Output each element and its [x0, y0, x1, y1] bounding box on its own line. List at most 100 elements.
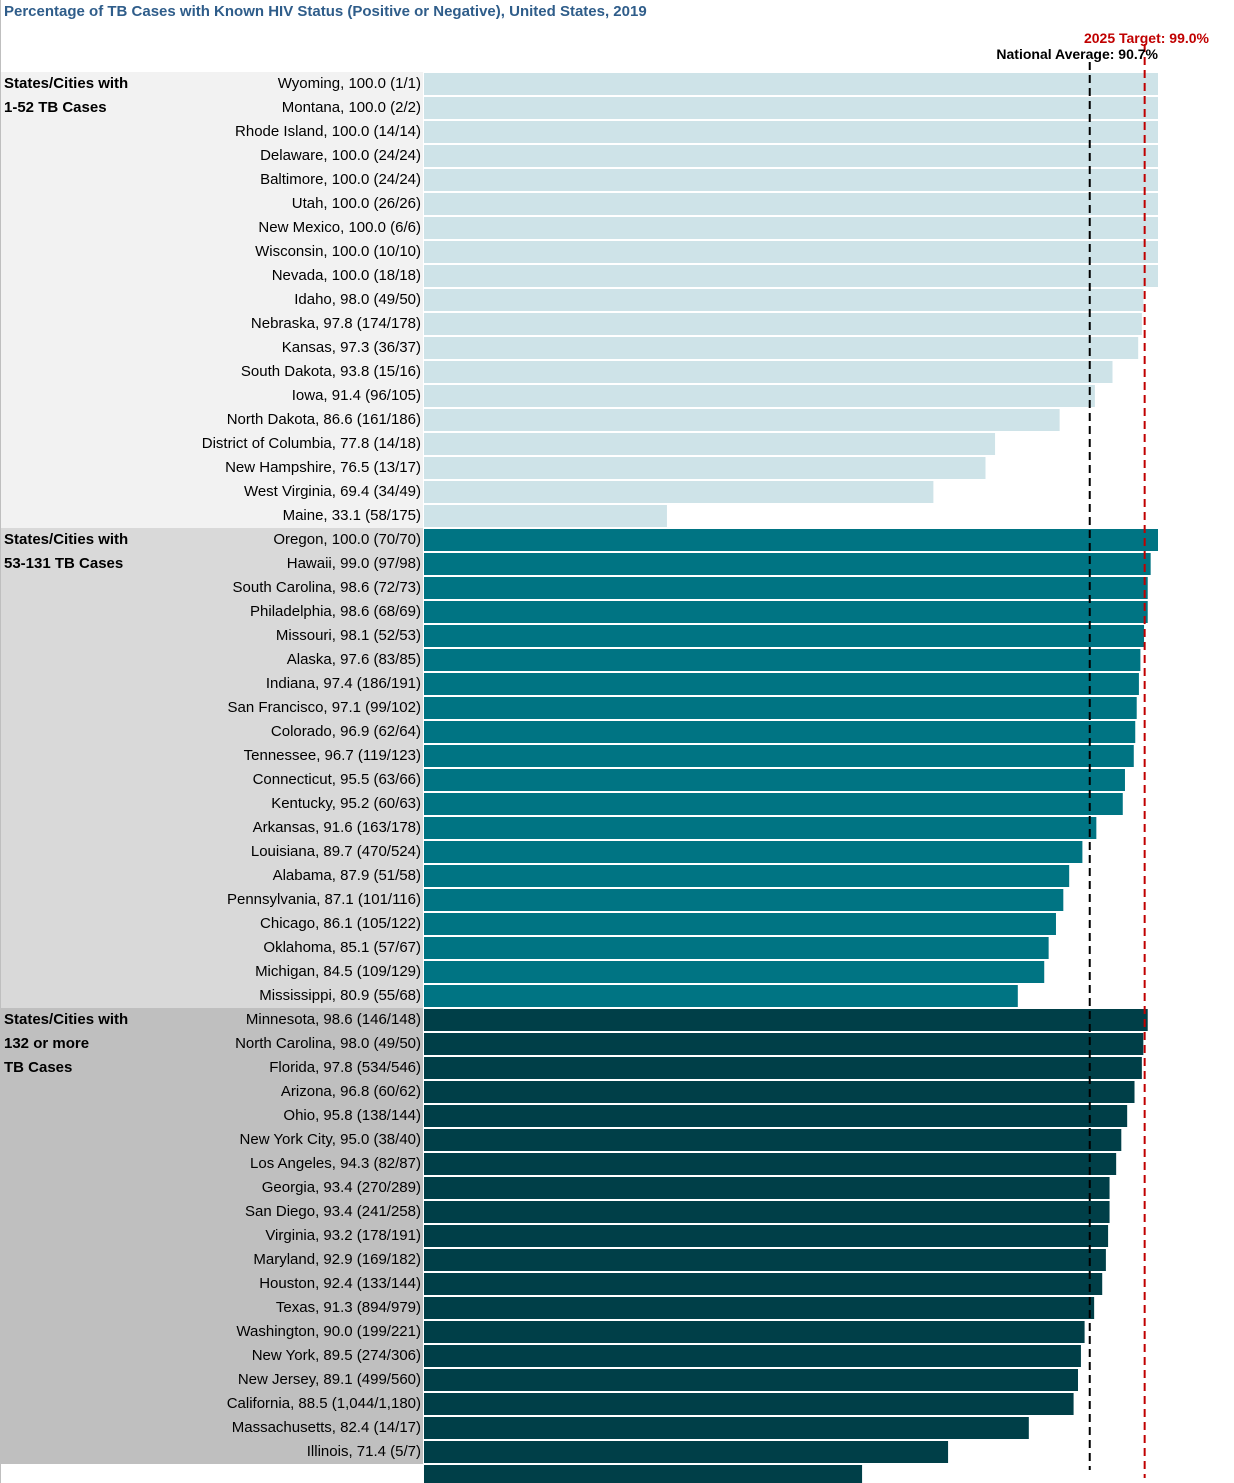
- bar: [424, 1225, 1109, 1247]
- bar-label: Wisconsin, 100.0 (10/10): [255, 243, 421, 260]
- bar: [424, 1273, 1103, 1295]
- bar-label: New Jersey, 89.1 (499/560): [238, 1371, 421, 1388]
- bar-label: Iowa, 91.4 (96/105): [292, 387, 421, 404]
- bar-label: Illinois, 71.4 (5/7): [307, 1443, 421, 1460]
- bar: [424, 601, 1148, 623]
- bar: [424, 1321, 1085, 1343]
- bar-label: Missouri, 98.1 (52/53): [276, 627, 421, 644]
- bar: [424, 937, 1049, 959]
- bar: [424, 529, 1158, 551]
- bar: [424, 577, 1148, 599]
- bar-label: Mississippi, 80.9 (55/68): [259, 987, 421, 1004]
- bar: [424, 889, 1064, 911]
- bar: [424, 1249, 1106, 1271]
- group-large-band: [0, 1008, 423, 1464]
- bar-label: North Carolina, 98.0 (49/50): [235, 1035, 421, 1052]
- bar: [424, 169, 1158, 191]
- bar-label: Alaska, 97.6 (83/85): [287, 651, 421, 668]
- bar: [424, 1465, 863, 1483]
- bar-label: Alabama, 87.9 (51/58): [273, 867, 421, 884]
- bar-label: Wyoming, 100.0 (1/1): [278, 75, 421, 92]
- bar: [424, 1417, 1029, 1439]
- bar-label: Minnesota, 98.6 (146/148): [246, 1011, 421, 1028]
- bar: [424, 625, 1145, 647]
- bar: [424, 721, 1136, 743]
- bar: [424, 337, 1139, 359]
- bar-labels: States/Cities with 1-52 TB Cases Wyoming, …: [4, 75, 421, 1460]
- bars: [424, 73, 1158, 1483]
- bar-label: Virginia, 93.2 (178/191): [265, 1227, 421, 1244]
- group-large-label: 132 or more: [4, 1035, 89, 1052]
- group-medium-label: States/Cities with: [4, 531, 128, 548]
- bar-label: California, 88.5 (1,044/1,180): [227, 1395, 421, 1412]
- chart-title: Percentage of TB Cases with Known HIV St…: [4, 3, 647, 20]
- bar: [424, 1057, 1142, 1079]
- bar-label: San Diego, 93.4 (241/258): [245, 1203, 421, 1220]
- group-large-label: TB Cases: [4, 1059, 72, 1076]
- bar-label: Ohio, 95.8 (138/144): [283, 1107, 421, 1124]
- bar-label: West Virginia, 69.4 (34/49): [244, 483, 421, 500]
- bar: [424, 673, 1139, 695]
- bar-label: Philadelphia, 98.6 (68/69): [250, 603, 421, 620]
- bar-label: Los Angeles, 94.3 (82/87): [250, 1155, 421, 1172]
- bar-label: Washington, 90.0 (199/221): [236, 1323, 421, 1340]
- bar: [424, 649, 1141, 671]
- bar-label: South Dakota, 93.8 (15/16): [241, 363, 421, 380]
- bar-label: Maine, 33.1 (58/175): [283, 507, 421, 524]
- bar-label: Oregon, 100.0 (70/70): [273, 531, 421, 548]
- bar-label: Indiana, 97.4 (186/191): [266, 675, 421, 692]
- bar: [424, 1201, 1110, 1223]
- bar: [424, 97, 1158, 119]
- bar: [424, 1153, 1117, 1175]
- group-small-label: 1-52 TB Cases: [4, 99, 107, 116]
- bar: [424, 817, 1097, 839]
- bar: [424, 121, 1158, 143]
- bar-label: Georgia, 93.4 (270/289): [262, 1179, 421, 1196]
- bar-label: New York, 89.5 (274/306): [252, 1347, 421, 1364]
- bar: [424, 145, 1158, 167]
- bar: [424, 1369, 1078, 1391]
- bar: [424, 985, 1018, 1007]
- bar: [424, 505, 667, 527]
- average-label: National Average: 90.7%: [996, 46, 1158, 62]
- group-medium-band: [0, 528, 423, 1008]
- bar: [424, 409, 1060, 431]
- bar-label: Baltimore, 100.0 (24/24): [260, 171, 421, 188]
- bar: [424, 433, 996, 455]
- bar: [424, 1393, 1074, 1415]
- bar: [424, 1033, 1144, 1055]
- bar-label: North Dakota, 86.6 (161/186): [227, 411, 421, 428]
- bar-label: Nebraska, 97.8 (174/178): [251, 315, 421, 332]
- bar-label: New Mexico, 100.0 (6/6): [258, 219, 421, 236]
- bar-label: District of Columbia, 77.8 (14/18): [202, 435, 421, 452]
- bar: [424, 385, 1095, 407]
- bar-label: Utah, 100.0 (26/26): [292, 195, 421, 212]
- bar: [424, 961, 1045, 983]
- bar-label: Pennsylvania, 87.1 (101/116): [227, 891, 421, 908]
- bar: [424, 289, 1144, 311]
- bar: [424, 457, 986, 479]
- bar: [424, 1177, 1110, 1199]
- bar: [424, 1297, 1095, 1319]
- bar-label: Kansas, 97.3 (36/37): [282, 339, 421, 356]
- bar: [424, 697, 1137, 719]
- bar-label: Louisiana, 89.7 (470/524): [251, 843, 421, 860]
- bar-label: Michigan, 84.5 (109/129): [255, 963, 421, 980]
- bar-label: Colorado, 96.9 (62/64): [271, 723, 421, 740]
- bar: [424, 193, 1158, 215]
- bar: [424, 1129, 1122, 1151]
- bar-label: New York City, 95.0 (38/40): [240, 1131, 421, 1148]
- bar: [424, 1105, 1128, 1127]
- bar-label: Kentucky, 95.2 (60/63): [271, 795, 421, 812]
- bar: [424, 913, 1056, 935]
- bar-label: Idaho, 98.0 (49/50): [294, 291, 421, 308]
- bar-label: Florida, 97.8 (534/546): [269, 1059, 421, 1076]
- bar-label: Nevada, 100.0 (18/18): [272, 267, 421, 284]
- bar-label: Houston, 92.4 (133/144): [259, 1275, 421, 1292]
- group-small-label: States/Cities with: [4, 75, 128, 92]
- bar-label: Rhode Island, 100.0 (14/14): [235, 123, 421, 140]
- bar-label: New Hampshire, 76.5 (13/17): [225, 459, 421, 476]
- bar: [424, 73, 1158, 95]
- target-label: 2025 Target: 99.0%: [1084, 30, 1210, 46]
